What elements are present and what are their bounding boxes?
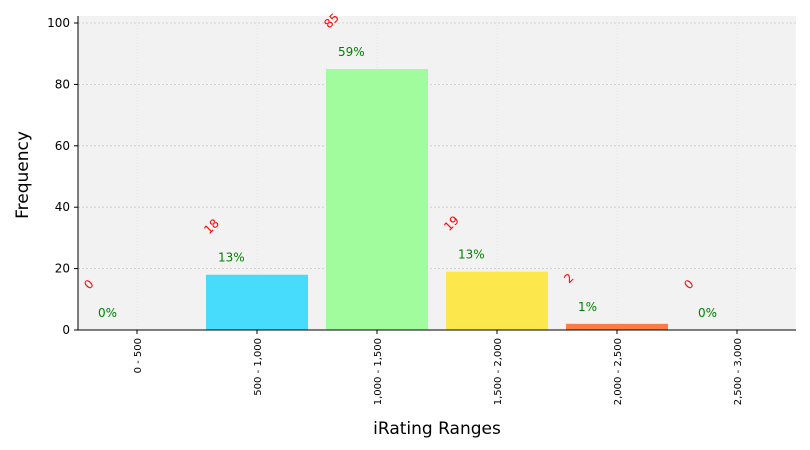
x-tick-label: 0 - 500 (133, 338, 144, 373)
bar (566, 323, 668, 330)
y-tick-label: 20 (55, 262, 70, 276)
percent-label: 59% (338, 45, 365, 59)
y-tick-label: 60 (55, 139, 70, 153)
y-axis-label: Frequency (13, 131, 33, 219)
x-axis-label: iRating Ranges (373, 419, 501, 439)
y-ticks: 0 20 40 60 80 100 (47, 16, 78, 337)
percent-label: 13% (218, 251, 245, 265)
x-tick-label: 2,500 - 3,000 (733, 338, 744, 405)
x-tick-label: 1,500 - 2,000 (493, 338, 504, 405)
x-tick-label: 1,000 - 1,500 (373, 338, 384, 405)
y-tick-label: 100 (47, 16, 70, 30)
y-tick-label: 40 (55, 200, 70, 214)
x-tick-label: 2,000 - 2,500 (613, 338, 624, 405)
percent-label: 0% (698, 306, 717, 320)
y-tick-label: 80 (55, 77, 70, 91)
y-tick-label: 0 (62, 323, 70, 337)
percent-label: 0% (98, 306, 117, 320)
bar (206, 274, 308, 330)
plot-area (78, 16, 796, 330)
x-ticks: 0 - 500 500 - 1,000 1,000 - 1,500 1,500 - 2… (133, 330, 744, 405)
x-tick-label: 500 - 1,000 (253, 338, 264, 396)
percent-label: 1% (578, 300, 597, 314)
bars (206, 69, 668, 331)
bar (326, 69, 428, 331)
bar (446, 271, 548, 330)
percent-label: 13% (458, 248, 485, 262)
